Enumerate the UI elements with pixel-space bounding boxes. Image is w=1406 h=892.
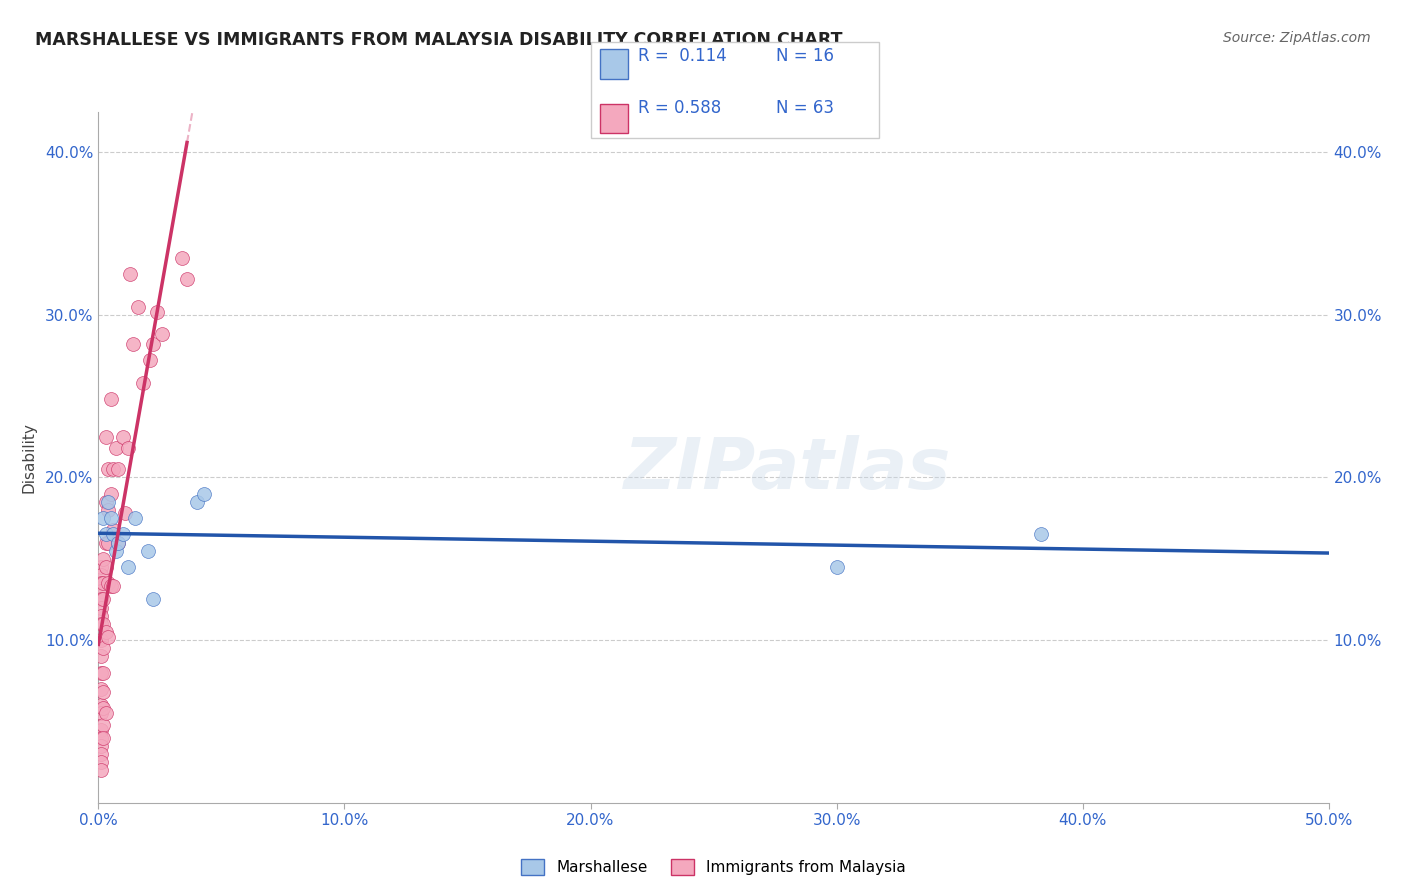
Y-axis label: Disability: Disability <box>21 422 37 492</box>
Point <box>93 641 115 656</box>
Point <box>176 272 198 286</box>
Point <box>1029 527 1052 541</box>
Point <box>90 723 112 737</box>
Point <box>186 495 208 509</box>
Point <box>94 527 117 541</box>
Point <box>93 685 115 699</box>
Point <box>825 560 848 574</box>
Point <box>90 616 112 631</box>
Point <box>94 535 117 549</box>
Point <box>124 511 146 525</box>
Point <box>120 267 142 281</box>
Point <box>100 392 122 407</box>
Point <box>93 665 115 680</box>
Point <box>103 579 125 593</box>
Point <box>142 337 165 351</box>
Point <box>90 568 112 582</box>
Point <box>93 576 115 591</box>
Point <box>90 665 112 680</box>
Point <box>172 251 194 265</box>
Point <box>90 592 112 607</box>
Point <box>90 698 112 713</box>
Point <box>90 560 112 574</box>
Point <box>94 430 117 444</box>
Point <box>103 523 125 537</box>
Point <box>90 706 112 721</box>
Point <box>93 701 115 715</box>
Point <box>103 462 125 476</box>
Point <box>117 441 139 455</box>
Point <box>94 706 117 721</box>
Point <box>90 576 112 591</box>
Point <box>90 747 112 761</box>
Text: R = 0.588: R = 0.588 <box>638 100 721 118</box>
Point <box>90 584 112 599</box>
Text: N = 16: N = 16 <box>776 47 834 65</box>
Point <box>112 527 135 541</box>
Point <box>100 511 122 525</box>
Point <box>104 441 127 455</box>
Point <box>90 600 112 615</box>
Point <box>139 353 162 368</box>
Legend: Marshallese, Immigrants from Malaysia: Marshallese, Immigrants from Malaysia <box>515 854 912 881</box>
Point <box>97 495 120 509</box>
Point <box>100 487 122 501</box>
Point <box>97 576 120 591</box>
Point <box>93 551 115 566</box>
Point <box>100 579 122 593</box>
Point <box>122 337 145 351</box>
Point <box>93 511 115 525</box>
Point <box>136 543 159 558</box>
Point <box>90 739 112 753</box>
Point <box>107 462 129 476</box>
Point <box>142 592 165 607</box>
Point <box>93 616 115 631</box>
Point <box>103 527 125 541</box>
Text: MARSHALLESE VS IMMIGRANTS FROM MALAYSIA DISABILITY CORRELATION CHART: MARSHALLESE VS IMMIGRANTS FROM MALAYSIA … <box>35 31 842 49</box>
Point <box>127 300 149 314</box>
Point <box>97 462 120 476</box>
Text: Source: ZipAtlas.com: Source: ZipAtlas.com <box>1223 31 1371 45</box>
Point <box>97 630 120 644</box>
Point <box>193 487 215 501</box>
Text: ZIPatlas: ZIPatlas <box>624 434 950 504</box>
Point <box>93 717 115 731</box>
Point <box>93 592 115 607</box>
Point <box>117 560 139 574</box>
Point <box>94 495 117 509</box>
Point <box>93 731 115 745</box>
Point <box>90 633 112 648</box>
Point <box>90 764 112 778</box>
Text: R =  0.114: R = 0.114 <box>638 47 727 65</box>
Point <box>90 649 112 664</box>
Point <box>97 535 120 549</box>
Point <box>104 543 127 558</box>
Point <box>112 430 135 444</box>
Point <box>90 731 112 745</box>
Point <box>90 608 112 623</box>
Point <box>94 560 117 574</box>
Text: N = 63: N = 63 <box>776 100 834 118</box>
Point <box>97 503 120 517</box>
Point <box>152 327 174 342</box>
Point <box>94 625 117 640</box>
Point <box>90 681 112 696</box>
Point <box>114 506 136 520</box>
Point <box>132 376 155 391</box>
Point <box>107 535 129 549</box>
Point <box>146 304 169 318</box>
Point <box>90 755 112 769</box>
Point <box>107 535 129 549</box>
